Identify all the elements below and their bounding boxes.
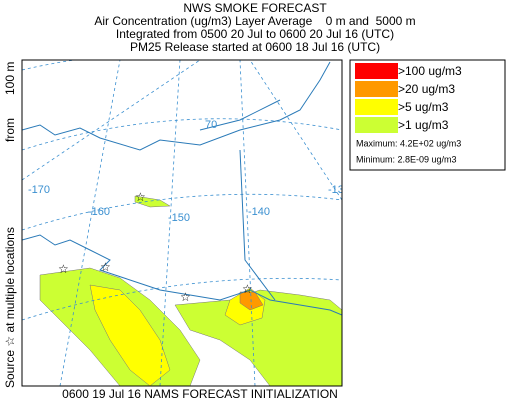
legend-swatch [355, 63, 398, 79]
side-label: 100 m [3, 62, 17, 95]
legend-maximum: Maximum: 4.2E+02 ug/m3 [356, 138, 461, 148]
legend-swatch [355, 99, 398, 115]
smoke-area [134, 195, 171, 208]
graticule-label: -130 [328, 184, 350, 196]
legend: >100 ug/m3 >20 ug/m3 >5 ug/m3 >1 ug/m3 Maxi… [349, 59, 506, 171]
graticule-label: -170 [28, 184, 50, 196]
source-marker: ☆ [58, 262, 69, 276]
subtitle: Integrated from 0500 20 Jul to 0600 20 J… [116, 27, 394, 41]
legend-label: >5 ug/m3 [398, 100, 449, 114]
source-marker: ☆ [100, 260, 111, 274]
legend-label: >100 ug/m3 [398, 64, 462, 78]
graticule-label: -150 [168, 212, 190, 224]
subtitle: PM25 Release started at 0600 18 Jul 16 (… [130, 40, 380, 54]
subtitle: Air Concentration (ug/m3) Layer Average … [94, 14, 415, 28]
title: NWS SMOKE FORECAST [183, 1, 327, 15]
smoke-area [174, 289, 342, 386]
legend-label: >1 ug/m3 [398, 118, 449, 132]
legend-swatch [355, 117, 398, 133]
graticule-label: -140 [248, 206, 270, 218]
map: ☆ ☆ ☆ ☆ ☆ -170 -160 -150 -140 -130 70 [21, 59, 350, 387]
legend-label: >20 ug/m3 [398, 82, 455, 96]
side-label: from [3, 118, 17, 142]
source-marker: ☆ [242, 282, 253, 296]
graticule-label: -160 [88, 206, 110, 218]
legend-swatch [355, 81, 398, 97]
legend-minimum: Minimum: 2.8E-09 ug/m3 [356, 154, 457, 164]
side-label: Source ☆ at multiple locations [3, 227, 17, 388]
source-marker: ☆ [180, 290, 191, 304]
graticule-label: 70 [205, 119, 217, 131]
smoke-area [89, 284, 171, 386]
smoke-area [239, 291, 264, 311]
footer: 0600 19 Jul 16 NAMS FORECAST INITIALIZAT… [62, 387, 338, 401]
source-marker: ☆ [135, 190, 146, 204]
